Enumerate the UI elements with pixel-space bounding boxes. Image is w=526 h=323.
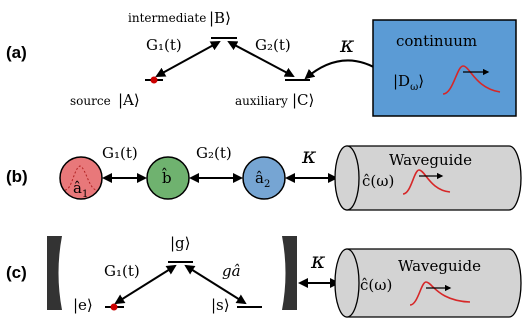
cavity-mirror-right xyxy=(282,236,297,310)
mode-a2-label-sub: 2 xyxy=(264,179,270,190)
kappa-label-c: κ xyxy=(310,249,326,274)
transition-a-b xyxy=(155,41,221,77)
panel-c: (c) |g⟩ G₁(t) gâ |e⟩ |s⟩ κ Waveguide ĉ(ω… xyxy=(6,234,522,318)
population-dot-c xyxy=(110,303,118,311)
panel-c-tag: (c) xyxy=(6,263,27,282)
population-dot xyxy=(150,76,158,84)
kappa-label-b: κ xyxy=(301,144,317,169)
waveguide-field-b: ĉ(ω) xyxy=(362,172,394,190)
panel-a-tag: (a) xyxy=(6,43,27,62)
continuum-state-close: ⟩ xyxy=(418,72,424,90)
state-a-label: |A⟩ xyxy=(118,91,140,109)
panel-a: (a) intermediate |B⟩ G₁(t) G₂(t) source … xyxy=(6,9,517,117)
source-label: source xyxy=(70,94,111,108)
continuum-state-sub: ω xyxy=(410,82,418,93)
waveguide-body-c xyxy=(346,248,522,318)
continuum-state: |Dω⟩ xyxy=(393,72,424,93)
mode-a1-label-sub: 1 xyxy=(82,189,88,200)
mode-a2-label: â2 xyxy=(255,169,270,190)
mode-b-label: b̂ xyxy=(161,168,171,187)
waveguide-end-b xyxy=(334,145,360,211)
waveguide-end-c xyxy=(334,248,360,318)
continuum-box xyxy=(372,19,517,117)
cavity-mirror-left xyxy=(47,236,62,310)
coupling-g1-label-c: G₁(t) xyxy=(104,262,140,280)
waveguide-body-b xyxy=(346,145,522,211)
kappa-label-a: κ xyxy=(339,33,355,58)
waveguide-title-b: Waveguide xyxy=(389,151,472,169)
panel-b-tag: (b) xyxy=(6,167,28,186)
transition-g-s xyxy=(184,264,247,305)
intermediate-label: intermediate xyxy=(128,11,206,25)
transition-b-c xyxy=(227,41,295,77)
mode-a1-label-main: â xyxy=(73,179,82,197)
mode-a1-label: â1 xyxy=(73,179,88,200)
pulse-shape-b xyxy=(402,169,451,195)
waveguide-title-c: Waveguide xyxy=(398,257,481,275)
continuum-state-ket: |D xyxy=(393,72,410,90)
continuum-title: continuum xyxy=(396,32,477,50)
mode-a1-packet xyxy=(64,165,98,191)
panel-b: (b) â1 b̂ â2 G₁(t) G₂(t) κ Waveguide ĉ(ω… xyxy=(6,144,522,211)
state-s-label: |s⟩ xyxy=(211,296,230,314)
mode-a2-label-main: â xyxy=(255,169,264,187)
transition-e-g xyxy=(114,264,177,305)
mode-a2-circle xyxy=(242,156,286,200)
pulse-shape-c xyxy=(409,281,471,306)
coupling-g-label-c: gâ xyxy=(222,262,241,280)
state-e-label: |e⟩ xyxy=(73,296,93,314)
state-c-label: |C⟩ xyxy=(292,91,314,109)
coupling-g2-label: G₂(t) xyxy=(255,36,291,54)
coupling-g1-label: G₁(t) xyxy=(146,36,182,54)
auxiliary-label: auxiliary xyxy=(235,94,288,108)
coupling-g1-label-b: G₁(t) xyxy=(102,144,138,162)
pulse-shape-a xyxy=(442,65,501,95)
coupling-g2-label-b: G₂(t) xyxy=(196,144,232,162)
waveguide-field-c: ĉ(ω) xyxy=(360,276,392,294)
state-g-label: |g⟩ xyxy=(170,234,191,252)
state-b-label: |B⟩ xyxy=(209,9,231,27)
